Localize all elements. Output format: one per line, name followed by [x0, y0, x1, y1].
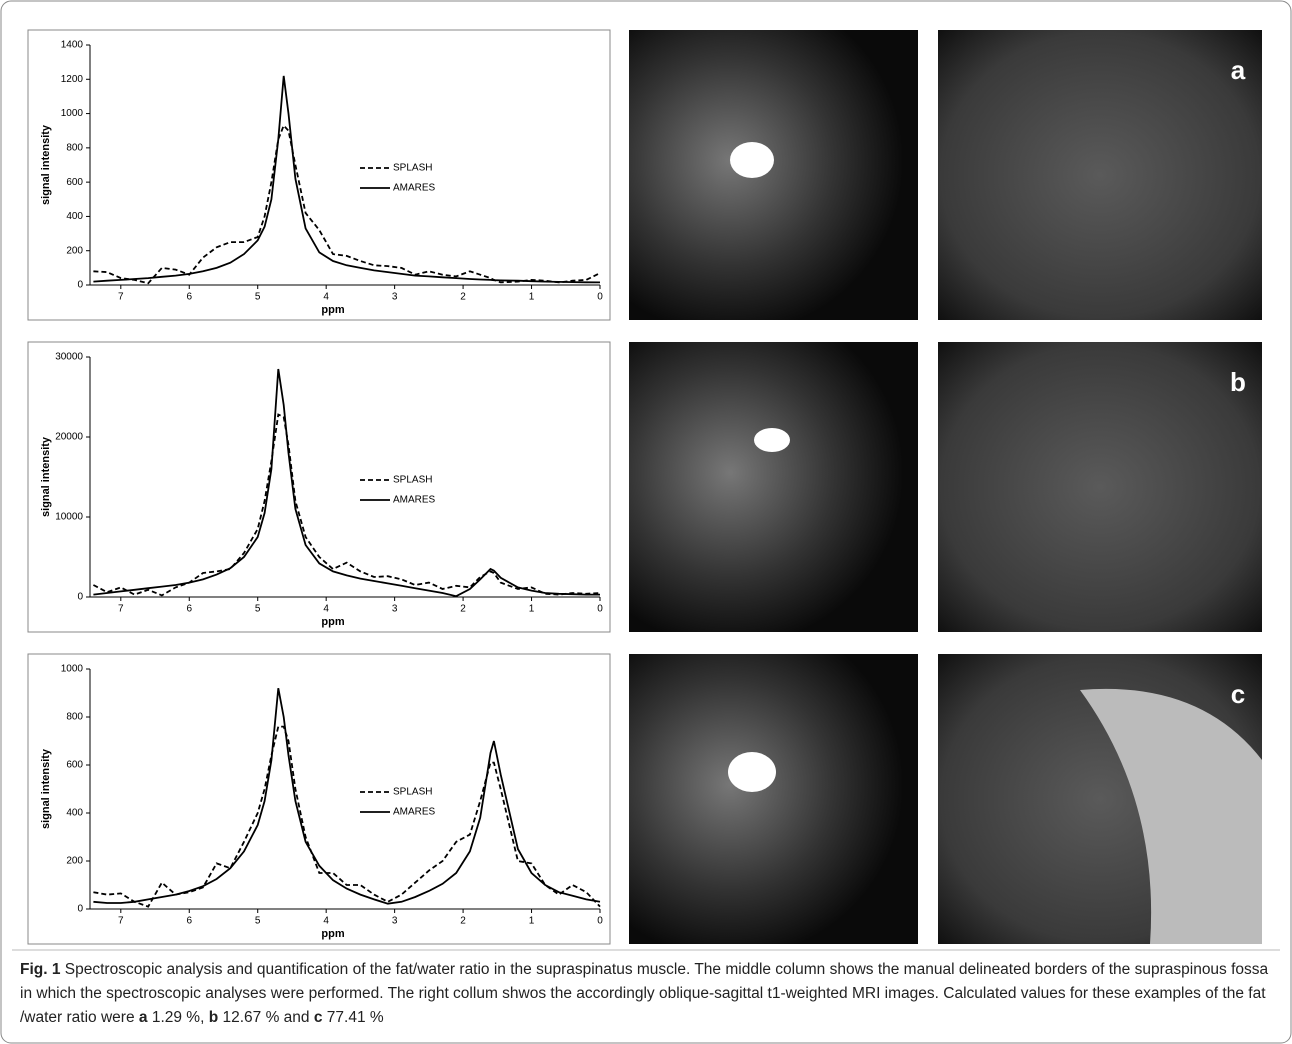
caption-run: 77.41 %: [322, 1009, 384, 1026]
x-tick-label: 5: [255, 604, 261, 615]
x-axis-label: ppm: [321, 616, 344, 628]
series-line: [93, 75, 601, 284]
y-axis-label: signal intensity: [40, 124, 52, 205]
chart: 0 10000 20000 30000 7 6 5 4 3 2 1 0 ppm signal intens…: [27, 341, 611, 633]
series-line: [93, 368, 600, 598]
y-tick-label: 600: [66, 177, 83, 188]
y-tick-label: 800: [66, 142, 83, 153]
mri-tissue: [1080, 688, 1262, 944]
legend-label: SPLASH: [393, 163, 432, 174]
x-tick-label: 1: [529, 292, 535, 303]
caption-run: a: [138, 1009, 148, 1026]
caption-run: b: [208, 1009, 219, 1026]
x-tick-label: 7: [118, 916, 124, 927]
legend-label: SPLASH: [393, 787, 432, 798]
caption-run: 12.67 % and: [218, 1009, 314, 1026]
y-tick-label: 0: [77, 592, 83, 603]
x-tick-label: 2: [460, 916, 466, 927]
x-tick-label: 2: [460, 292, 466, 303]
y-tick-label: 1000: [61, 108, 84, 119]
caption-run: Fig. 1: [20, 961, 61, 978]
roi-marker: [728, 752, 776, 792]
panel-letter: a: [1231, 55, 1246, 85]
y-tick-label: 0: [77, 280, 83, 291]
chart: 0 200 400 600 800 1000 1200 1400 7 6 5 4 3 2 1 0 ppm sign…: [27, 29, 611, 321]
y-tick-label: 1000: [61, 664, 84, 675]
x-tick-label: 0: [597, 604, 603, 615]
y-tick-label: 20000: [55, 432, 83, 443]
y-tick-label: 200: [66, 856, 83, 867]
roi-marker: [730, 142, 774, 178]
mri-t1-image: [938, 342, 1262, 632]
chart: 0 200 400 600 800 1000 7 6 5 4 3 2 1 0 ppm signal inten…: [27, 653, 611, 945]
x-tick-label: 7: [118, 292, 124, 303]
x-tick-label: 0: [597, 916, 603, 927]
caption-run: Spectroscopic analysis and quantificatio…: [20, 961, 1269, 1026]
x-tick-label: 2: [460, 604, 466, 615]
mri-spectro-image: [629, 342, 918, 632]
mri-spectro-image: [629, 30, 918, 320]
y-tick-label: 200: [66, 245, 83, 256]
chart-frame: [27, 29, 611, 321]
roi-marker: [754, 428, 790, 452]
legend-label: AMARES: [393, 183, 436, 194]
panel-letter: c: [1231, 679, 1245, 709]
series-line: [93, 725, 601, 908]
x-tick-label: 7: [118, 604, 124, 615]
y-tick-label: 1400: [61, 40, 84, 51]
y-tick-label: 400: [66, 808, 83, 819]
y-tick-label: 30000: [55, 352, 83, 363]
mri-spectro-image: [629, 654, 918, 944]
y-tick-label: 400: [66, 211, 83, 222]
panel-letter: b: [1230, 367, 1246, 397]
x-tick-label: 4: [323, 916, 329, 927]
x-tick-label: 1: [529, 604, 535, 615]
x-tick-label: 3: [392, 292, 398, 303]
x-tick-label: 5: [255, 292, 261, 303]
x-axis-label: ppm: [321, 304, 344, 316]
y-tick-label: 0: [77, 904, 83, 915]
legend-label: SPLASH: [393, 475, 432, 486]
legend-label: AMARES: [393, 807, 436, 818]
y-tick-label: 10000: [55, 512, 83, 523]
x-tick-label: 6: [186, 604, 192, 615]
x-tick-label: 5: [255, 916, 261, 927]
x-tick-label: 1: [529, 916, 535, 927]
y-axis-label: signal intensity: [40, 748, 52, 829]
x-tick-label: 4: [323, 604, 329, 615]
x-tick-label: 3: [392, 604, 398, 615]
y-tick-label: 1200: [61, 74, 84, 85]
series-line: [93, 688, 601, 905]
y-tick-label: 600: [66, 760, 83, 771]
mri-t1-image: [938, 30, 1262, 320]
x-tick-label: 0: [597, 292, 603, 303]
x-tick-label: 4: [323, 292, 329, 303]
caption-run: 1.29 %,: [147, 1009, 209, 1026]
legend-label: AMARES: [393, 495, 436, 506]
x-tick-label: 6: [186, 292, 192, 303]
x-axis-label: ppm: [321, 928, 344, 940]
y-tick-label: 800: [66, 712, 83, 723]
caption: Fig. 1 Spectroscopic analysis and quanti…: [20, 958, 1270, 1030]
caption-run: c: [313, 1009, 323, 1026]
x-tick-label: 3: [392, 916, 398, 927]
y-axis-label: signal intensity: [40, 436, 52, 517]
x-tick-label: 6: [186, 916, 192, 927]
mri-images: [629, 30, 1262, 944]
chart-frame: [27, 653, 611, 945]
